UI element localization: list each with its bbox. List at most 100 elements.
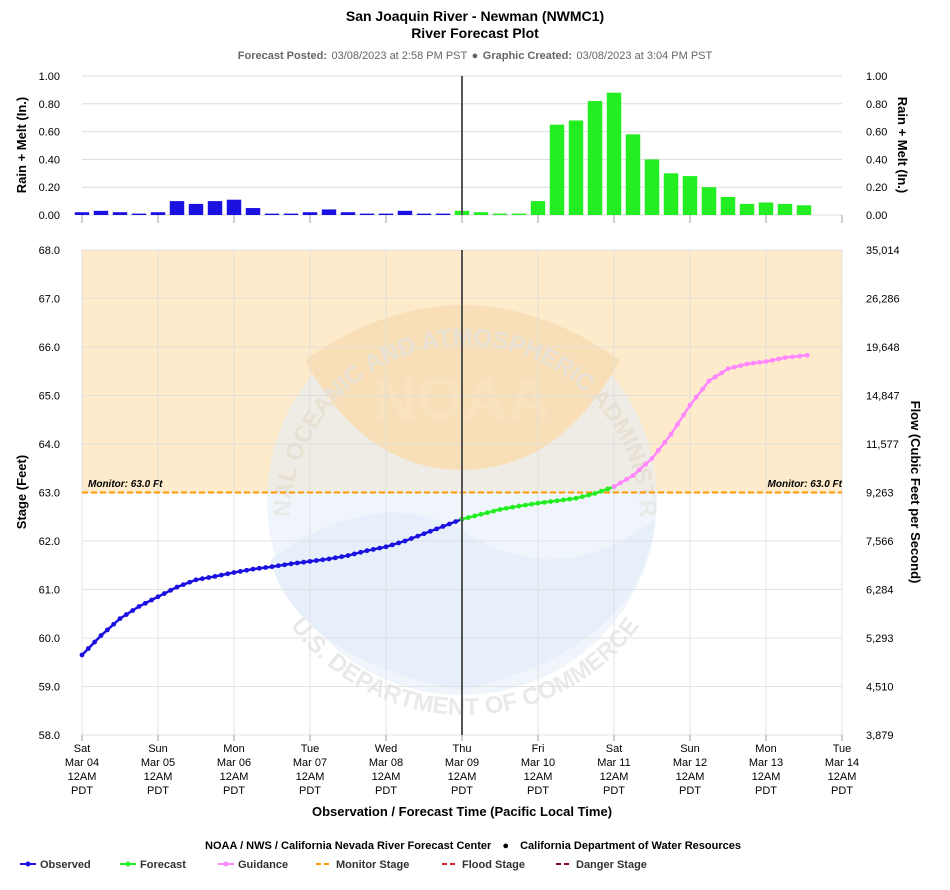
legend-label-guidance: Guidance: [238, 859, 288, 871]
series-point-observed: [117, 616, 123, 621]
series-point-observed: [263, 565, 269, 570]
precip-bar-forecast: [701, 187, 717, 215]
series-point-observed: [320, 557, 326, 563]
series-point-forecast: [573, 495, 579, 501]
series-point-forecast: [529, 501, 535, 507]
x-tick-tz: PDT: [451, 785, 473, 797]
series-point-observed: [111, 621, 117, 627]
series-point-observed: [92, 639, 98, 645]
flow-tick-right: 4,510: [866, 682, 894, 694]
series-point-observed: [174, 584, 180, 590]
x-tick-date: Mar 11: [597, 757, 630, 769]
series-point-observed: [282, 562, 288, 568]
series-point-observed: [294, 560, 300, 566]
series-point-observed: [193, 577, 199, 583]
series-point-forecast: [560, 497, 566, 503]
flow-tick-right: 3,879: [866, 730, 894, 742]
series-point-observed: [364, 548, 370, 554]
x-tick-tz: PDT: [527, 785, 549, 797]
x-tick-time: 12AM: [600, 771, 629, 783]
series-point-observed: [256, 565, 262, 571]
x-tick-tz: PDT: [299, 785, 321, 797]
precip-bar-observed: [188, 203, 204, 215]
precip-tick-left: 0.80: [39, 99, 60, 111]
series-point-forecast: [567, 496, 573, 502]
precip-panel: 0.00 0.00 0.20 0.20 0.40 0.40 0.60 0.60 0.80 0.80…: [14, 71, 910, 223]
series-point-forecast: [484, 510, 490, 516]
x-tick-time: 12AM: [144, 771, 173, 783]
precip-bar-forecast: [644, 159, 660, 215]
precip-bar-observed: [435, 213, 451, 215]
stage-tick-left: 67.0: [39, 294, 60, 306]
legend-label-forecast: Forecast: [140, 859, 186, 871]
series-point-forecast: [472, 513, 478, 519]
precip-bar-observed: [283, 213, 299, 215]
x-tick-date: Mar 08: [369, 757, 403, 769]
x-tick-time: 12AM: [752, 771, 781, 783]
series-point-observed: [79, 652, 85, 658]
series-point-observed: [212, 574, 218, 579]
series-point-guidance: [643, 461, 649, 467]
stage-tick-left: 61.0: [39, 585, 60, 597]
series-point-observed: [313, 558, 319, 563]
precip-bar-forecast: [473, 212, 489, 215]
x-tick-day: Mon: [223, 743, 244, 755]
precip-bar-observed: [226, 199, 242, 215]
x-tick-date: Mar 12: [673, 757, 707, 769]
series-point-observed: [168, 587, 174, 593]
series-point-observed: [301, 559, 307, 565]
posted-line: Forecast Posted: 03/08/2023 at 2:58 PM P…: [238, 46, 713, 63]
precip-bar-forecast: [682, 176, 698, 215]
x-tick-day: Fri: [532, 743, 545, 755]
series-point-observed: [383, 544, 389, 550]
series-point-forecast: [503, 505, 509, 511]
credit-left: NOAA / NWS / California Nevada River For…: [205, 840, 492, 852]
legend-dot-guidance: [223, 861, 229, 867]
monitor-label-right: Monitor: 63.0 Ft: [768, 479, 843, 490]
series-point-forecast: [516, 503, 522, 509]
precip-bar-observed: [378, 213, 394, 215]
precip-bar-observed: [150, 212, 166, 215]
flow-tick-right: 7,566: [866, 536, 894, 548]
series-point-guidance: [655, 448, 661, 453]
series-point-observed: [326, 556, 332, 562]
precip-tick-right: 0.60: [866, 127, 887, 139]
series-point-observed: [440, 524, 446, 529]
precip-tick-left: 0.60: [39, 127, 60, 139]
series-point-observed: [408, 536, 414, 541]
precip-bar-observed: [207, 201, 223, 215]
series-point-guidance: [776, 356, 782, 362]
precip-bar-observed: [112, 212, 128, 215]
x-tick-date: Mar 14: [825, 757, 859, 769]
series-point-guidance: [769, 357, 775, 363]
legend-dot-forecast: [125, 861, 131, 867]
series-point-guidance: [687, 402, 693, 408]
posted-value: 03/08/2023 at 2:58 PM PST: [331, 50, 467, 62]
series-point-guidance: [700, 386, 706, 392]
flow-tick-right: 9,263: [866, 488, 894, 500]
series-point-guidance: [750, 360, 756, 366]
flow-tick-right: 11,577: [866, 439, 899, 451]
series-point-observed: [218, 572, 224, 578]
credit-line: NOAA / NWS / California Nevada River For…: [205, 840, 741, 852]
x-tick-tz: PDT: [831, 785, 853, 797]
series-point-forecast: [579, 494, 585, 500]
x-tick-day: Tue: [301, 743, 320, 755]
series-point-observed: [237, 568, 243, 574]
series-point-observed: [187, 579, 193, 585]
precip-bar-forecast: [568, 120, 584, 215]
precip-tick-right: 0.40: [866, 154, 887, 166]
x-axis-title: Observation / Forecast Time (Pacific Loc…: [312, 804, 612, 819]
series-point-guidance: [725, 366, 731, 372]
series-point-forecast: [510, 504, 516, 510]
series-point-observed: [199, 576, 205, 582]
x-tick-day: Sun: [680, 743, 700, 755]
series-point-observed: [244, 567, 250, 573]
x-tick-tz: PDT: [71, 785, 93, 797]
series-point-observed: [377, 545, 383, 551]
series-point-observed: [421, 531, 427, 537]
series-point-forecast: [598, 488, 604, 494]
x-tick-time: 12AM: [524, 771, 553, 783]
series-point-observed: [415, 533, 421, 539]
x-tick-time: 12AM: [296, 771, 325, 783]
